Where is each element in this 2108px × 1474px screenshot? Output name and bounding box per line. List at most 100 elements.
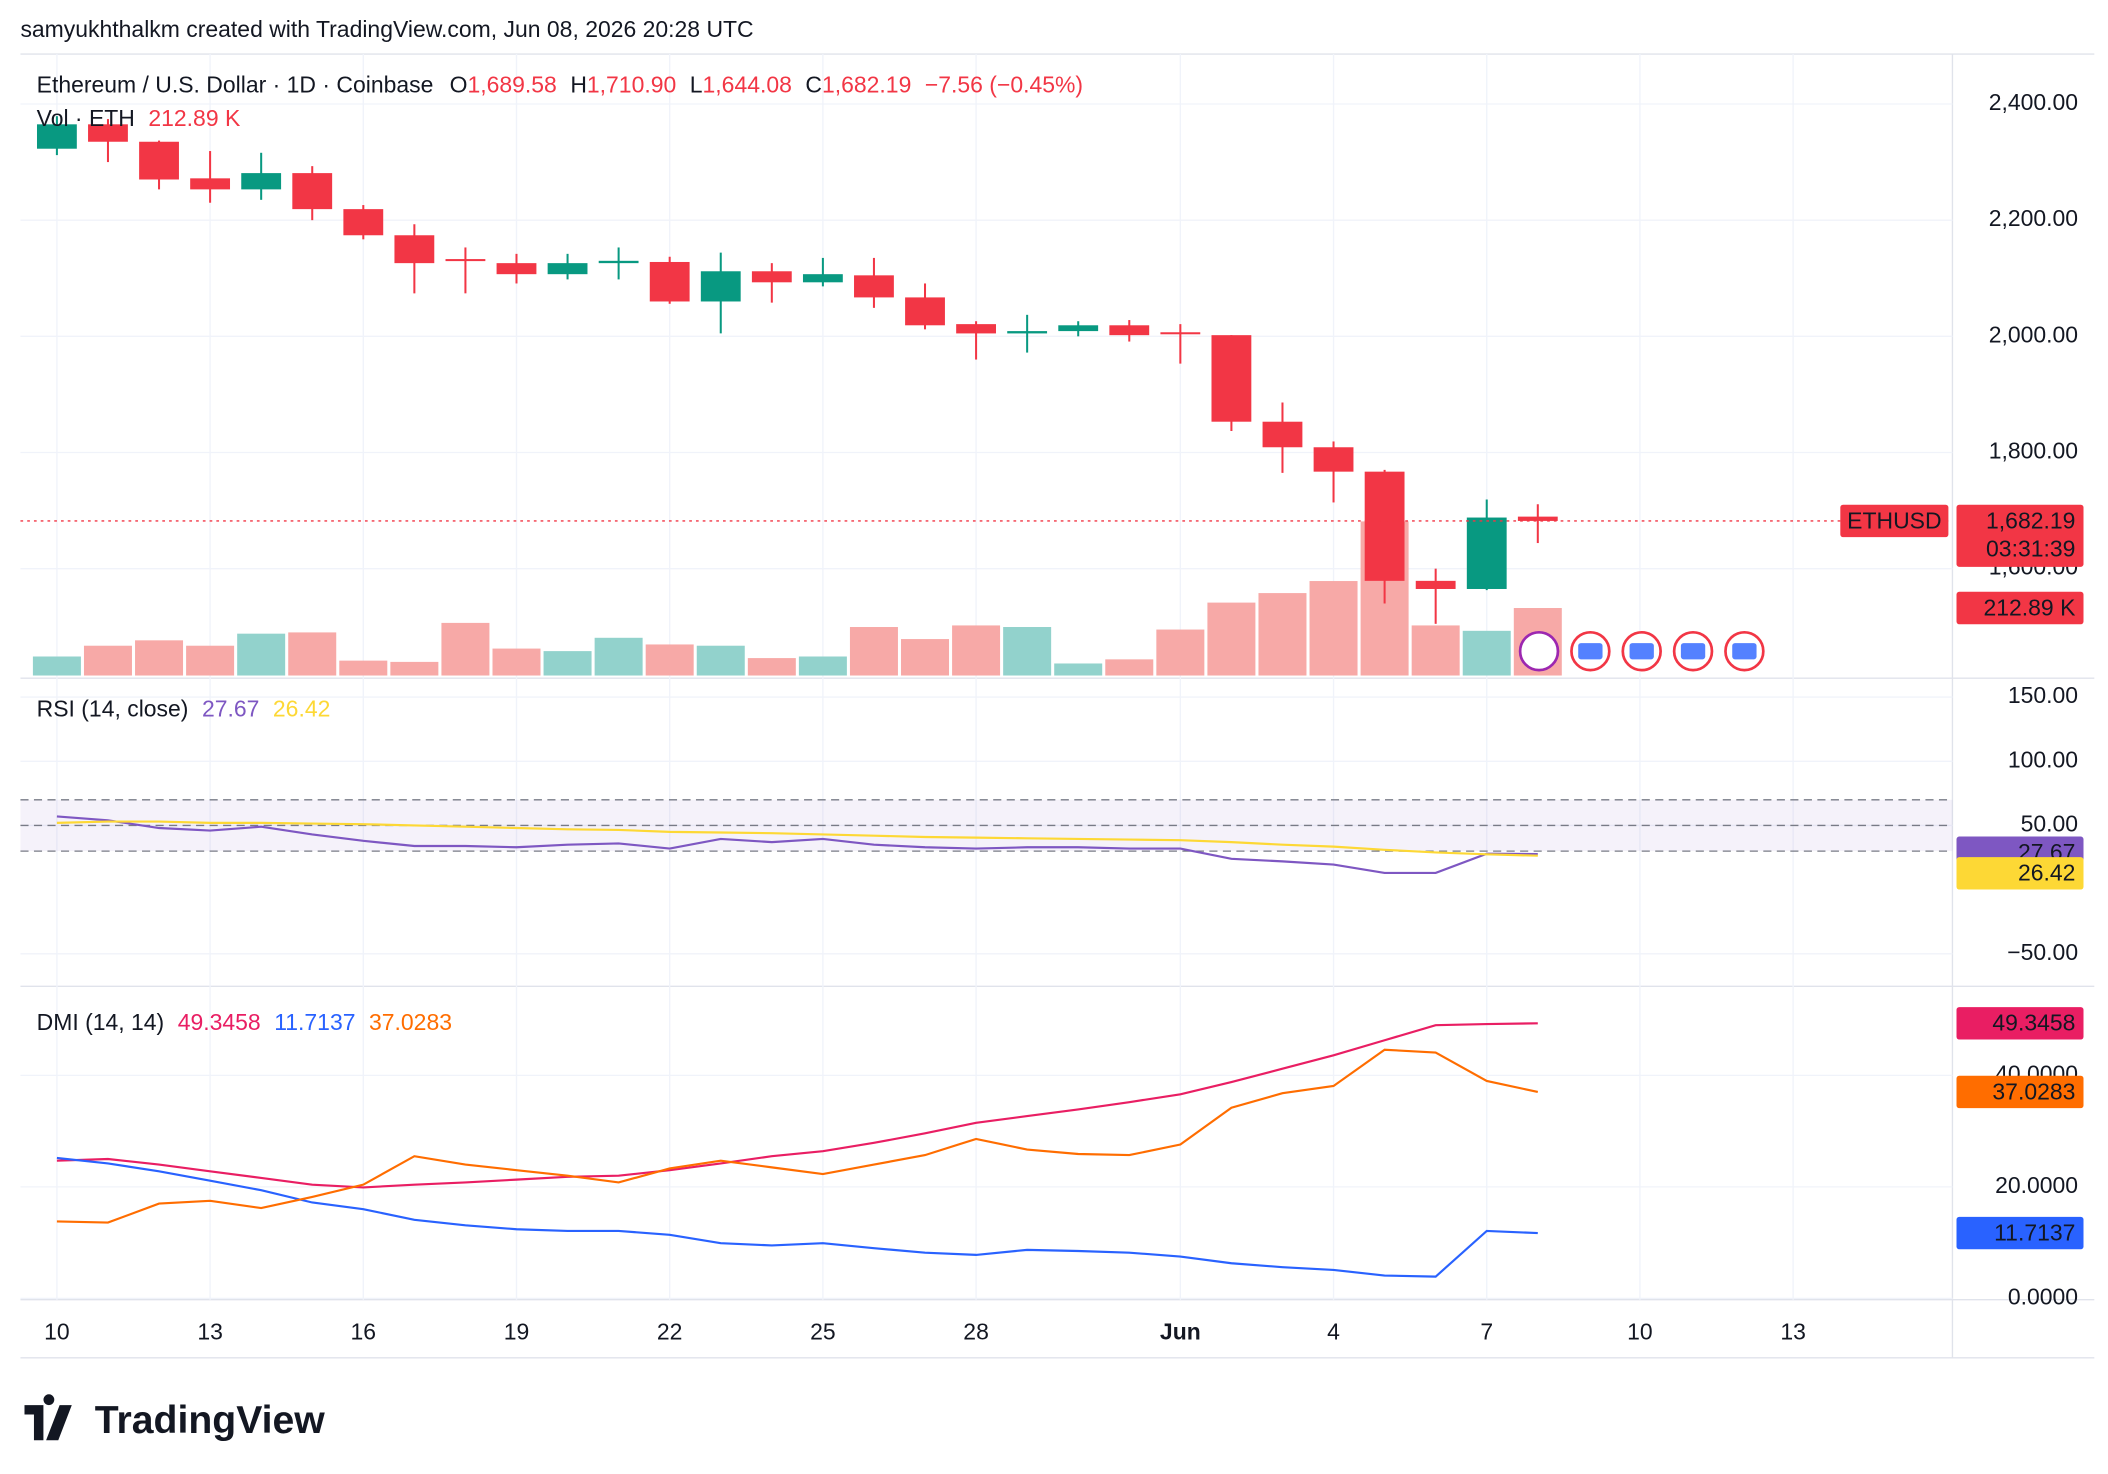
y-tick-label: 2,400.00 <box>1989 89 2078 115</box>
candle-body <box>1058 325 1099 332</box>
candle-body <box>751 271 792 283</box>
legend: RSI (14, close) 27.67 26.42 <box>37 696 331 722</box>
volume-bar <box>390 661 439 676</box>
y-tick-label: −50.00 <box>2007 939 2078 965</box>
candle-body <box>343 209 384 236</box>
x-tick-label: 22 <box>657 1319 683 1345</box>
volume-bar <box>543 651 592 676</box>
candle-body <box>802 274 843 283</box>
candle-body <box>854 275 894 298</box>
legend: Vol · ETH 212.89 K <box>37 105 241 131</box>
price-tag: 1,682.19 <box>1986 507 2075 533</box>
volume-bar <box>339 660 388 676</box>
legend-value: 1,644.08 <box>703 72 792 98</box>
legend-value: 49.3458 <box>178 1009 261 1035</box>
legend-key: H <box>570 72 587 98</box>
volume-bar <box>1309 581 1358 676</box>
volume-bar <box>594 637 643 676</box>
value-tag-box <box>1956 1007 2084 1040</box>
legend-volume-value: 212.89 K <box>148 105 241 131</box>
logo-icon <box>24 1394 72 1441</box>
volume-bar <box>1258 593 1307 676</box>
x-tick-label: 13 <box>1780 1319 1806 1345</box>
candle-body <box>1517 516 1558 521</box>
legend: Ethereum / U.S. Dollar · 1D · Coinbase O1… <box>37 72 1083 98</box>
legend-title: RSI (14, close) <box>37 696 189 722</box>
logo-text: TradingView <box>95 1399 326 1442</box>
legend-value: 1,710.90 <box>587 72 676 98</box>
x-tick-label: 13 <box>197 1319 223 1345</box>
watermark: samyukhthalkm created with TradingView.c… <box>20 16 753 42</box>
indicator-line <box>56 815 1538 875</box>
volume-bar <box>492 648 541 676</box>
countdown-tag: 03:31:39 <box>1986 536 2075 562</box>
legend-title: DMI (14, 14) <box>37 1009 165 1035</box>
candle-body <box>190 178 231 190</box>
candle-body <box>598 260 639 264</box>
value-tag: 37.0283 <box>1992 1078 2075 1104</box>
legend: DMI (14, 14) 49.3458 11.7137 37.0283 <box>37 1009 452 1035</box>
indicator-line <box>56 1022 1538 1189</box>
candle-body <box>1415 580 1456 589</box>
x-tick-label: Jun <box>1160 1319 1201 1345</box>
volume-bar <box>1411 625 1460 676</box>
value-tag: 49.3458 <box>1992 1010 2075 1036</box>
y-tick-label: 0.0000 <box>2008 1283 2078 1309</box>
candle-body <box>649 261 690 302</box>
legend-key: L <box>690 72 703 98</box>
candle-body <box>700 271 741 302</box>
candle-body <box>1109 325 1150 336</box>
candle-body <box>445 259 486 262</box>
event-flag <box>1680 643 1706 660</box>
volume-bar <box>901 639 950 676</box>
x-tick-label: 7 <box>1480 1319 1493 1345</box>
candle-body <box>1211 335 1252 422</box>
volume-bar <box>1462 630 1511 676</box>
event-icon <box>1518 630 1560 672</box>
candle-body <box>1364 471 1405 581</box>
volume-tag: 212.89 K <box>1983 594 2076 620</box>
y-tick-label: 150.00 <box>2008 682 2078 708</box>
value-tag-box <box>1956 1216 2084 1250</box>
value-tag-box <box>1956 857 2084 890</box>
legend-value: 37.0283 <box>369 1009 452 1035</box>
volume-bar <box>798 656 847 676</box>
legend-value: 1,689.58 <box>467 72 556 98</box>
candle-body <box>88 124 128 142</box>
x-tick-label: 19 <box>504 1319 530 1345</box>
x-tick-label: 10 <box>1627 1319 1653 1345</box>
volume-bar <box>288 632 337 676</box>
event-flag <box>1578 643 1603 660</box>
volume-bar <box>441 622 490 676</box>
y-tick-label: 20.0000 <box>1995 1172 2078 1198</box>
volume-bar <box>645 644 694 676</box>
volume-bar <box>696 645 745 676</box>
legend-value: 26.42 <box>273 696 330 722</box>
x-tick-label: 25 <box>810 1319 836 1345</box>
legend-symbol: Ethereum / U.S. Dollar · 1D · Coinbase <box>37 72 434 98</box>
volume-bar <box>1003 627 1052 676</box>
volume-bar <box>1105 659 1154 676</box>
volume-bar <box>1207 602 1256 676</box>
legend-value: 11.7137 <box>274 1009 355 1035</box>
value-tag: 11.7137 <box>1994 1219 2075 1245</box>
candle-body <box>1007 331 1048 334</box>
y-tick-label: 2,000.00 <box>1989 321 2078 347</box>
event-flag <box>1732 643 1757 660</box>
candle-body <box>547 263 588 275</box>
y-tick-label: 1,800.00 <box>1989 438 2078 464</box>
volume-bar <box>952 625 1001 676</box>
x-tick-label: 4 <box>1327 1319 1340 1345</box>
candle-body <box>36 124 77 149</box>
volume-bar <box>135 640 184 676</box>
value-tag: 26.42 <box>2018 860 2075 886</box>
volume-bar <box>186 645 235 676</box>
candle-body <box>496 263 537 275</box>
candle-body <box>394 235 435 264</box>
symbol-tag-box <box>1840 504 1949 538</box>
y-tick-label: 2,200.00 <box>1989 205 2078 231</box>
candle-body <box>1160 332 1201 335</box>
